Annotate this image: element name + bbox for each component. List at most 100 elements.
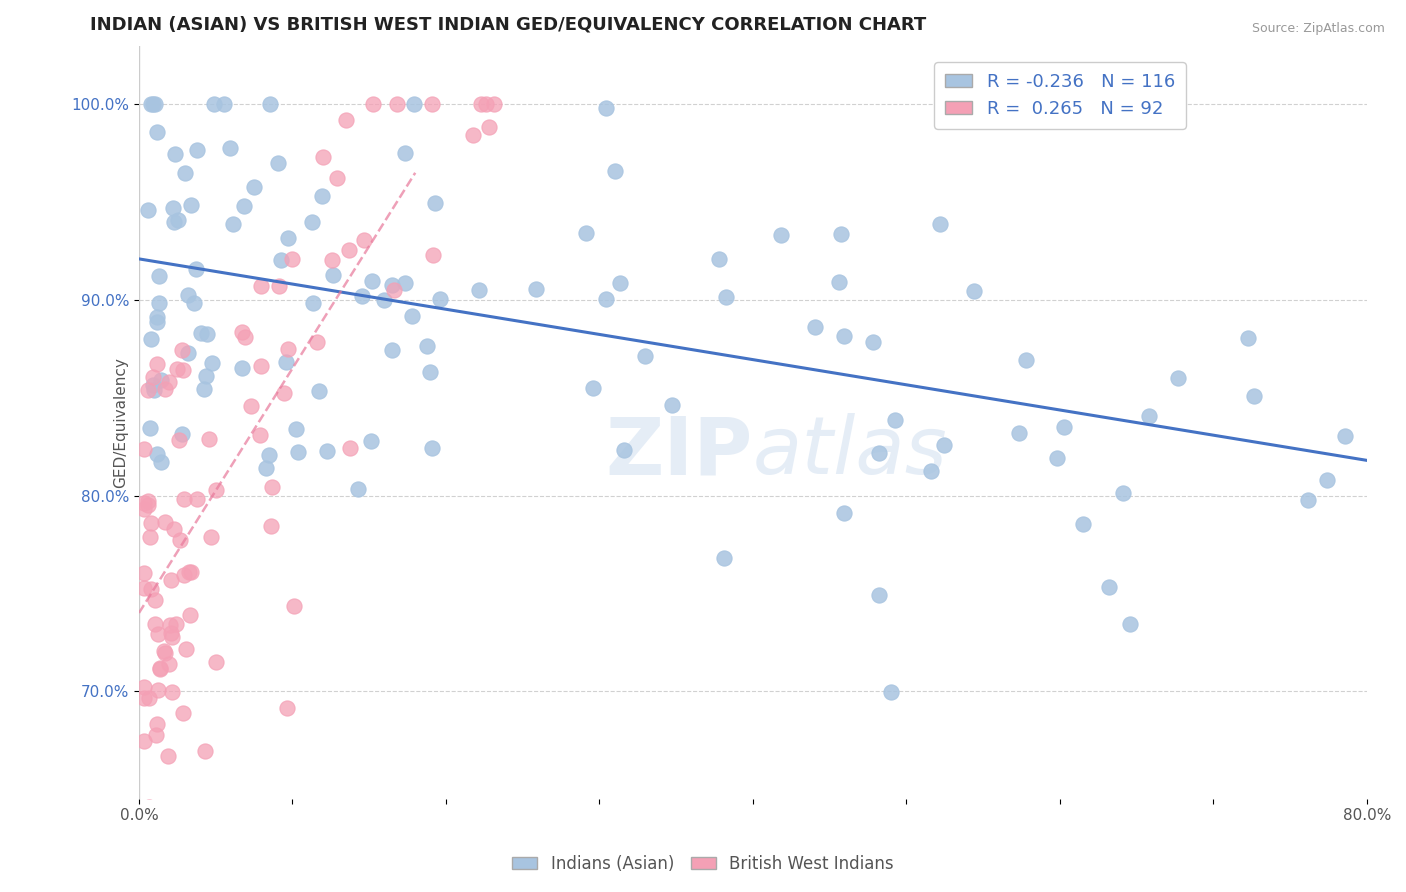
Point — [145, 593, 167, 607]
Point — [259, 97, 281, 112]
Point — [134, 691, 156, 706]
Point — [132, 496, 155, 510]
Point — [1059, 97, 1081, 112]
Point — [233, 330, 256, 344]
Point — [132, 581, 155, 595]
Point — [609, 277, 631, 291]
Point — [146, 717, 169, 731]
Point — [186, 491, 208, 506]
Point — [155, 646, 177, 660]
Point — [157, 657, 180, 671]
Point — [337, 244, 360, 258]
Point — [382, 283, 405, 297]
Point — [484, 97, 506, 112]
Point — [281, 252, 304, 266]
Point — [159, 375, 181, 389]
Point — [202, 97, 225, 112]
Point — [145, 728, 167, 742]
Point — [231, 325, 253, 339]
Point — [928, 217, 950, 231]
Point — [170, 426, 193, 441]
Point — [470, 97, 492, 112]
Point — [132, 442, 155, 456]
Point — [1166, 370, 1188, 384]
Point — [381, 343, 404, 358]
Point — [155, 515, 177, 529]
Text: atlas: atlas — [752, 413, 948, 491]
Point — [339, 441, 361, 455]
Point — [260, 480, 283, 494]
Point — [143, 880, 166, 892]
Point — [415, 339, 437, 353]
Point — [1119, 616, 1142, 631]
Point — [179, 565, 201, 579]
Point — [163, 215, 186, 229]
Point — [193, 382, 215, 396]
Point — [394, 146, 416, 161]
Point — [139, 582, 162, 596]
Point — [132, 501, 155, 516]
Point — [1137, 409, 1160, 423]
Point — [346, 482, 368, 496]
Point — [832, 507, 855, 521]
Legend: R = -0.236   N = 116, R =  0.265   N = 92: R = -0.236 N = 116, R = 0.265 N = 92 — [935, 62, 1185, 129]
Point — [148, 296, 170, 310]
Point — [194, 744, 217, 758]
Point — [222, 217, 245, 231]
Point — [284, 422, 307, 436]
Point — [868, 446, 890, 460]
Point — [361, 97, 384, 112]
Point — [200, 531, 222, 545]
Point — [132, 680, 155, 694]
Point — [429, 292, 451, 306]
Point — [830, 227, 852, 242]
Point — [1243, 389, 1265, 403]
Point — [254, 461, 277, 475]
Point — [146, 315, 169, 329]
Text: Source: ZipAtlas.com: Source: ZipAtlas.com — [1251, 22, 1385, 36]
Point — [575, 226, 598, 240]
Point — [478, 120, 501, 134]
Point — [1046, 450, 1069, 465]
Point — [132, 819, 155, 833]
Point — [276, 701, 298, 715]
Point — [373, 293, 395, 308]
Point — [138, 690, 160, 705]
Point — [277, 231, 299, 245]
Point — [160, 573, 183, 587]
Point — [141, 516, 163, 530]
Point — [139, 332, 162, 346]
Point — [257, 448, 280, 462]
Point — [219, 141, 242, 155]
Point — [312, 150, 335, 164]
Y-axis label: GED/Equivalency: GED/Equivalency — [112, 357, 128, 488]
Point — [157, 749, 180, 764]
Point — [461, 128, 484, 142]
Point — [173, 165, 195, 179]
Point — [186, 144, 208, 158]
Point — [169, 533, 191, 548]
Point — [184, 261, 207, 276]
Point — [269, 279, 291, 293]
Point — [316, 444, 339, 458]
Point — [165, 616, 187, 631]
Point — [769, 227, 792, 242]
Point — [212, 97, 235, 112]
Point — [195, 326, 218, 341]
Point — [132, 734, 155, 748]
Point — [242, 180, 264, 194]
Text: INDIAN (ASIAN) VS BRITISH WEST INDIAN GED/EQUIVALENCY CORRELATION CHART: INDIAN (ASIAN) VS BRITISH WEST INDIAN GE… — [90, 15, 927, 33]
Point — [190, 326, 212, 341]
Point — [360, 434, 382, 449]
Point — [311, 188, 333, 202]
Point — [249, 427, 271, 442]
Point — [259, 519, 281, 533]
Point — [283, 599, 305, 614]
Point — [287, 444, 309, 458]
Point — [163, 522, 186, 536]
Point — [180, 198, 202, 212]
Point — [169, 433, 191, 447]
Point — [276, 355, 298, 369]
Point — [139, 529, 162, 543]
Point — [381, 278, 404, 293]
